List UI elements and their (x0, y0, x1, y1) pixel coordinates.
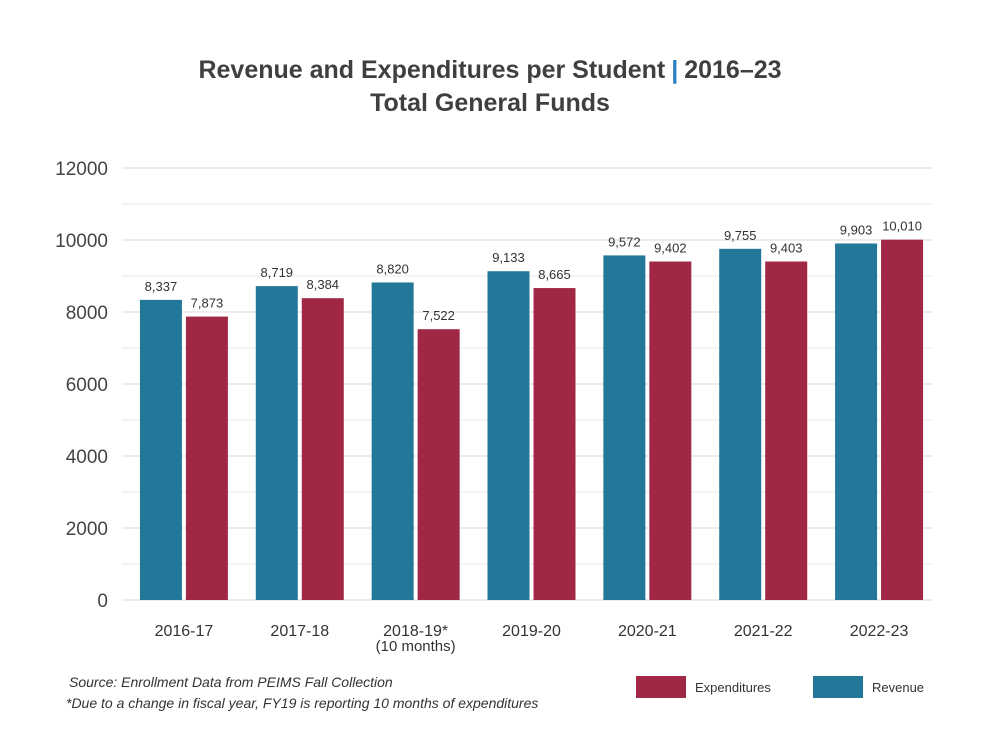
data-label: 9,755 (724, 228, 757, 243)
legend-swatch-expenditures (636, 676, 686, 698)
data-label: 8,665 (538, 267, 571, 282)
data-label: 7,522 (422, 308, 455, 323)
x-tick-label: 2020-21 (618, 623, 677, 640)
chart-title: Revenue and Expenditures per Student | 201… (0, 54, 980, 120)
y-tick-label: 4000 (66, 447, 108, 468)
legend-label-expenditures: Expenditures (695, 679, 771, 695)
source-note: Source: Enrollment Data from PEIMS Fall … (69, 674, 393, 690)
x-tick-label: 2018-19* (383, 623, 448, 640)
x-tick-label: 2019-20 (502, 623, 561, 640)
data-label: 8,384 (307, 277, 340, 292)
bar-revenue-2018-19 (371, 282, 414, 600)
data-label: 8,820 (376, 261, 409, 276)
y-tick-label: 8000 (66, 303, 108, 324)
bar-expenditures-2018-19 (417, 329, 460, 600)
data-label: 8,719 (261, 265, 294, 280)
y-tick-label: 0 (97, 591, 108, 612)
data-label: 9,572 (608, 234, 641, 249)
chart-title-years: 2016–23 (684, 56, 782, 84)
data-label: 9,133 (492, 250, 525, 265)
title-separator: | (671, 56, 679, 84)
chart-notes: Source: Enrollment Data from PEIMS Fall … (66, 674, 538, 716)
bar-expenditures-2021-22 (765, 261, 808, 600)
bar-expenditures-2016-17 (185, 316, 228, 600)
footnote: *Due to a change in fiscal year, FY19 is… (66, 695, 539, 711)
x-tick-sublabel: (10 months) (376, 638, 456, 655)
bar-expenditures-2017-18 (301, 298, 344, 600)
x-tick-label: 2022-23 (850, 623, 909, 640)
y-tick-label: 2000 (66, 519, 108, 540)
chart-subtitle: Total General Funds (370, 89, 610, 117)
bar-revenue-2016-17 (139, 299, 182, 600)
bar-revenue-2019-20 (487, 271, 530, 600)
bar-expenditures-2019-20 (533, 288, 576, 600)
bar-expenditures-2022-23 (881, 239, 924, 600)
data-label: 9,402 (654, 241, 687, 256)
bar-revenue-2021-22 (719, 248, 762, 600)
legend-item-revenue: Revenue (813, 676, 924, 698)
bar-revenue-2022-23 (835, 243, 878, 600)
x-tick-label: 2016-17 (155, 623, 214, 640)
bar-expenditures-2020-21 (649, 261, 692, 600)
y-tick-label: 10000 (55, 231, 108, 252)
x-tick-label: 2017-18 (270, 623, 329, 640)
data-label: 10,010 (882, 219, 922, 234)
bar-revenue-2017-18 (255, 286, 298, 600)
chart-title-main: Revenue and Expenditures per Student (198, 56, 666, 84)
legend-swatch-revenue (813, 676, 863, 698)
data-label: 9,403 (770, 240, 803, 255)
bar-revenue-2020-21 (603, 255, 646, 600)
legend-item-expenditures: Expenditures (636, 676, 771, 698)
legend-label-revenue: Revenue (872, 679, 925, 695)
data-label: 9,903 (840, 222, 873, 237)
data-label: 7,873 (191, 296, 224, 311)
chart-title-line1: Revenue and Expenditures per Student | 201… (0, 54, 980, 87)
data-label: 8,337 (145, 279, 178, 294)
x-tick-label: 2021-22 (734, 623, 793, 640)
y-tick-label: 12000 (55, 159, 108, 180)
y-tick-label: 6000 (66, 375, 108, 396)
